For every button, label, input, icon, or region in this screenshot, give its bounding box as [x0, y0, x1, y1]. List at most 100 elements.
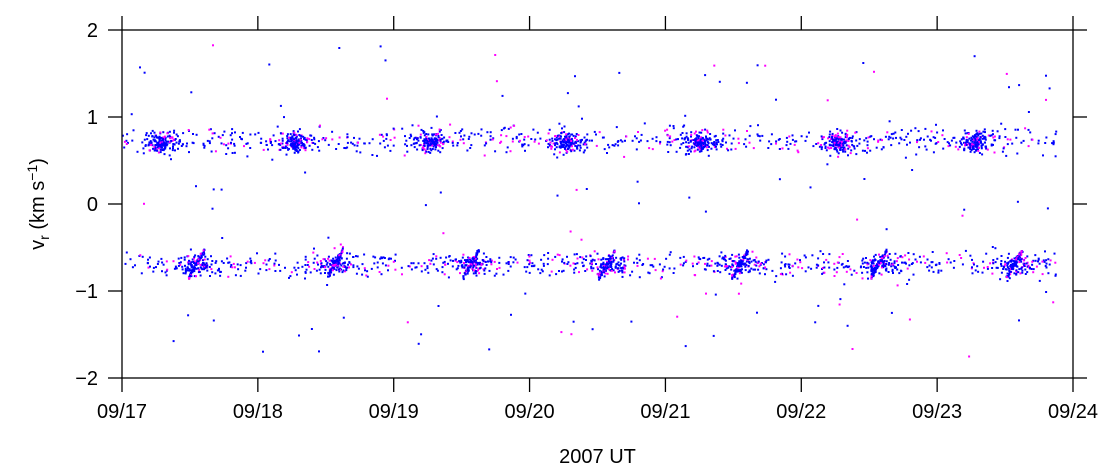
data-point [877, 140, 880, 143]
data-point [1026, 271, 1029, 274]
plot-frame [121, 29, 1074, 379]
data-point [954, 145, 957, 148]
data-point [198, 271, 201, 273]
data-point [524, 292, 527, 295]
data-point [164, 145, 167, 148]
data-point [152, 266, 155, 269]
data-point [880, 148, 883, 151]
data-point [334, 261, 337, 264]
data-point [509, 126, 512, 129]
data-point [712, 334, 715, 337]
data-point [153, 146, 156, 149]
data-point [474, 259, 477, 262]
data-point [739, 270, 742, 273]
data-point [817, 257, 820, 260]
data-point [998, 137, 1001, 140]
data-point [609, 259, 612, 261]
data-point [558, 145, 561, 148]
data-point [845, 139, 848, 142]
data-point [447, 276, 450, 279]
data-point [993, 135, 996, 138]
data-point [435, 257, 438, 260]
data-point [169, 137, 172, 140]
data-point [500, 129, 503, 132]
data-point [668, 267, 671, 270]
data-point [219, 136, 222, 139]
data-point [696, 140, 699, 142]
data-point [874, 268, 877, 271]
data-point [210, 150, 213, 153]
data-point [1043, 260, 1046, 263]
data-point [882, 261, 885, 264]
data-point [803, 254, 806, 257]
data-point [591, 328, 594, 331]
data-point [313, 247, 315, 250]
data-point [215, 260, 218, 263]
data-point [430, 126, 433, 129]
data-point [935, 123, 937, 126]
data-point [430, 259, 433, 262]
data-point [556, 138, 559, 141]
data-point [417, 139, 420, 142]
data-point [188, 151, 190, 154]
data-point [145, 132, 148, 135]
data-point [724, 134, 727, 137]
data-point [490, 261, 493, 264]
data-point [280, 142, 283, 145]
data-point [1054, 273, 1057, 276]
data-point [962, 136, 965, 139]
data-point [537, 142, 540, 145]
data-point [534, 138, 537, 141]
data-point [1020, 250, 1023, 253]
data-point [638, 202, 640, 205]
data-point [855, 153, 858, 156]
data-point [737, 268, 740, 271]
data-point [620, 267, 623, 270]
data-point [959, 140, 962, 143]
data-point [888, 120, 891, 123]
data-point [820, 148, 823, 151]
data-point [693, 255, 696, 258]
data-point [883, 255, 886, 258]
data-point [265, 263, 268, 266]
data-point [923, 138, 925, 141]
data-point [692, 265, 694, 268]
data-point [610, 269, 613, 272]
data-point [295, 134, 298, 137]
data-point [671, 140, 674, 143]
data-point [569, 264, 572, 267]
data-point [697, 141, 700, 144]
data-point [294, 145, 296, 148]
data-point [188, 268, 191, 271]
data-point [463, 266, 466, 269]
data-point [456, 144, 459, 147]
data-point [861, 271, 864, 274]
data-point [590, 267, 593, 270]
data-point [963, 208, 966, 211]
data-point [981, 271, 984, 274]
data-point [322, 265, 325, 268]
data-point [552, 142, 555, 145]
data-point [740, 265, 743, 268]
data-point [294, 137, 297, 140]
data-point [437, 135, 440, 137]
data-point [420, 270, 423, 273]
data-point [665, 257, 668, 260]
data-point [602, 268, 605, 271]
data-point [651, 137, 654, 140]
data-point [410, 262, 413, 265]
data-point [960, 143, 963, 146]
data-point [147, 258, 149, 261]
data-point [890, 144, 893, 147]
data-point [333, 247, 336, 250]
data-point [536, 131, 539, 134]
data-point [684, 260, 687, 263]
data-point [147, 134, 150, 137]
data-point [532, 128, 535, 131]
data-point [836, 142, 838, 144]
data-point [960, 138, 963, 141]
data-point [480, 134, 483, 137]
data-point [589, 255, 592, 258]
data-point [515, 137, 518, 140]
data-point [541, 270, 544, 273]
